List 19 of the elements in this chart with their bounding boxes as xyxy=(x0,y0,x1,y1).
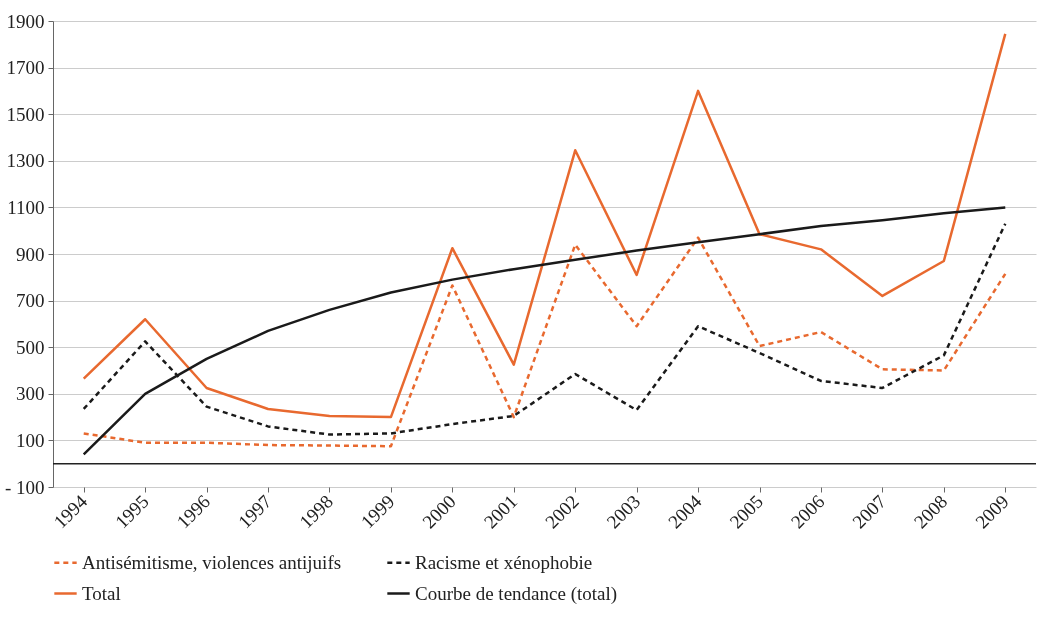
legend-label: Courbe de tendance (total) xyxy=(415,582,618,605)
y-tick-label: - 100 xyxy=(4,476,45,498)
y-tick-label: 1100 xyxy=(7,196,45,218)
y-tick-label: 1500 xyxy=(6,103,45,125)
y-tick-label: 1300 xyxy=(6,150,45,172)
y-tick-label: 500 xyxy=(16,336,45,358)
y-tick-label: 1900 xyxy=(6,10,45,32)
y-tick-label: 100 xyxy=(16,429,45,451)
legend-label: Antisémitisme, violences antijuifs xyxy=(82,551,342,573)
y-tick-label: 700 xyxy=(16,290,45,312)
legend-label: Total xyxy=(82,582,121,604)
x-tick-label: 2001 xyxy=(479,490,522,533)
legend-label: Racisme et xénophobie xyxy=(415,551,593,573)
x-tick-label: 1998 xyxy=(295,490,338,533)
line-series xyxy=(82,32,1007,419)
x-tick-label: 1999 xyxy=(356,490,399,533)
y-tick-label: 1700 xyxy=(6,57,45,79)
y-tick-label: 300 xyxy=(16,383,45,405)
y-tick-label: 900 xyxy=(16,243,45,265)
